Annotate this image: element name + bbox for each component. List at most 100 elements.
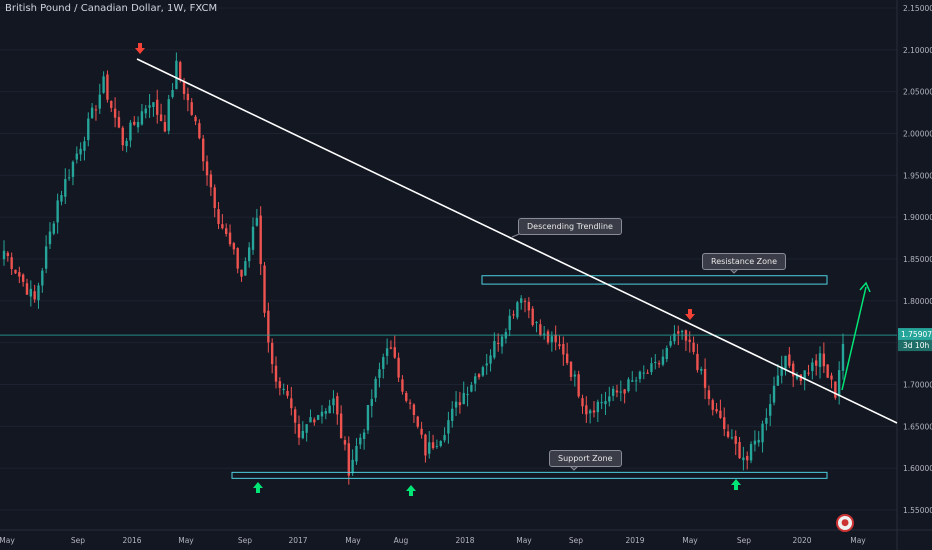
candle-body: [489, 355, 492, 364]
candle-body: [125, 140, 128, 147]
candle-body: [247, 247, 251, 262]
candle-body: [167, 99, 170, 131]
candle-body: [834, 381, 837, 398]
candle-body: [33, 291, 36, 300]
candle-body: [255, 217, 259, 226]
candle-body: [44, 246, 48, 269]
candle-body: [64, 179, 67, 197]
candle-body: [182, 80, 186, 94]
candle-body: [588, 410, 592, 414]
candle-body: [585, 405, 588, 415]
resistance-zone-label: Resistance Zone: [702, 253, 787, 270]
candle-body: [803, 370, 806, 380]
candle-body: [431, 442, 435, 449]
candle-body: [52, 223, 55, 234]
candle-body: [439, 440, 442, 446]
candle-body: [397, 357, 400, 378]
x-tick-label: 2018: [455, 536, 474, 545]
candle-body: [531, 308, 534, 325]
y-tick-label: 2.05000: [903, 88, 932, 97]
candle-body: [523, 300, 527, 302]
x-tick-label: Sep: [71, 536, 85, 545]
candle-body: [527, 301, 531, 311]
candle-body: [113, 108, 117, 118]
x-tick-label: Sep: [737, 536, 751, 545]
candle-body: [723, 417, 726, 430]
projection-arrow: [841, 286, 867, 391]
candle-body: [615, 390, 619, 393]
candle-body: [416, 416, 419, 427]
candle-body: [696, 353, 699, 370]
tradingview-logo-icon: ●: [836, 514, 854, 532]
candle-body: [516, 302, 519, 318]
candle-body: [665, 347, 668, 360]
x-tick-label: May: [0, 536, 15, 545]
candle-body: [837, 370, 841, 397]
resistance-zone[interactable]: [481, 275, 828, 285]
candle-body: [293, 409, 297, 423]
x-tick-label: May: [178, 536, 194, 545]
candle-body: [703, 368, 707, 388]
candle-body: [136, 121, 140, 128]
candle-body: [826, 364, 829, 378]
candle-body: [466, 394, 469, 396]
candle-body: [420, 428, 423, 435]
candle-body: [328, 405, 331, 414]
candle-body: [2, 250, 6, 260]
candle-body: [186, 93, 190, 101]
candle-body: [807, 372, 810, 374]
candle-body: [451, 408, 454, 421]
candle-body: [21, 274, 25, 282]
candle-body: [194, 116, 197, 122]
candle-body: [638, 371, 642, 380]
candle-body: [512, 314, 515, 316]
candle-body: [282, 388, 285, 391]
candle-body: [205, 161, 209, 176]
candle-body: [25, 283, 29, 295]
candle-body: [102, 76, 105, 93]
candle-body: [286, 390, 289, 396]
x-tick-label: Sep: [238, 536, 252, 545]
candle-body: [251, 226, 255, 250]
candle-body: [776, 375, 780, 386]
candle-body: [500, 336, 504, 347]
candle-body: [573, 374, 577, 377]
candle-body: [485, 363, 488, 366]
candle-body: [359, 437, 362, 445]
candle-body: [611, 388, 615, 396]
candle-body: [362, 432, 366, 439]
candle-body: [520, 298, 523, 303]
candle-body: [355, 445, 358, 462]
candle-body: [236, 248, 239, 269]
candle-body: [133, 121, 136, 125]
candle-body: [474, 376, 477, 384]
candle-body: [225, 228, 228, 234]
candle-body: [788, 354, 791, 366]
x-tick-label: May: [516, 536, 532, 545]
candle-body: [742, 457, 745, 461]
candle-body: [830, 375, 833, 380]
candle-body: [228, 232, 232, 245]
support-zone[interactable]: [231, 471, 828, 479]
candle-body: [324, 411, 327, 414]
candle-body: [297, 423, 301, 438]
candle-body: [711, 400, 714, 410]
candle-body: [692, 342, 695, 352]
candle-body: [657, 363, 661, 365]
candle-body: [339, 413, 343, 439]
candle-body: [14, 269, 17, 274]
candle-body: [435, 445, 439, 447]
candle-body: [259, 215, 262, 265]
candle-body: [734, 436, 737, 444]
descending-trendline[interactable]: [136, 58, 898, 424]
candle-body: [627, 379, 630, 392]
candle-body: [669, 341, 672, 346]
candle-body: [631, 380, 634, 382]
candle-body: [726, 431, 730, 437]
x-tick-label: May: [850, 536, 866, 545]
x-tick-label: 2017: [288, 536, 307, 545]
candle-body: [700, 369, 703, 371]
